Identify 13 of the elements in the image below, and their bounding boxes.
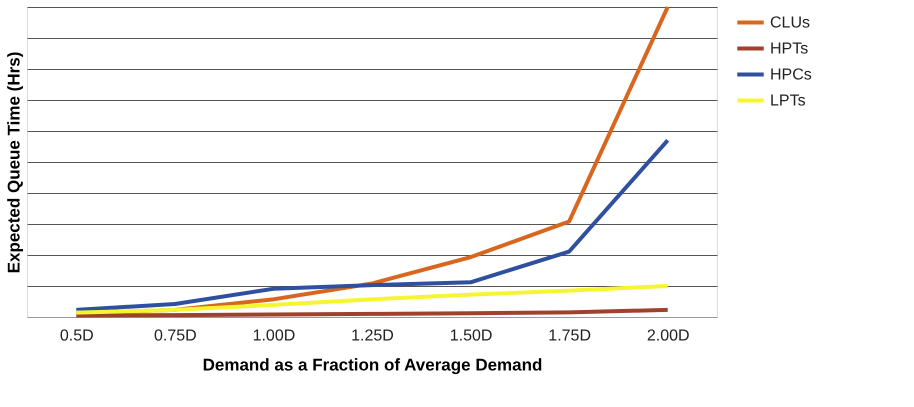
- legend-label: LPTs: [770, 92, 806, 110]
- x-tick-label: 1.00D: [252, 328, 296, 344]
- x-tick-label: 0.75D: [154, 328, 197, 344]
- x-tick-label: 1.50D: [450, 328, 492, 344]
- x-tick-label: 1.25D: [351, 328, 394, 344]
- x-axis-title: Demand as a Fraction of Average Demand: [202, 356, 542, 374]
- x-tick-label: 1.75D: [548, 328, 591, 344]
- legend-label: HPCs: [770, 66, 812, 84]
- legend-label: CLUs: [770, 14, 810, 32]
- x-tick-label: 2.00D: [646, 328, 690, 344]
- legend-label: HPTs: [770, 40, 808, 58]
- x-tick-label: 0.5D: [60, 328, 94, 344]
- y-axis-title: Expected Queue Time (Hrs): [4, 52, 24, 274]
